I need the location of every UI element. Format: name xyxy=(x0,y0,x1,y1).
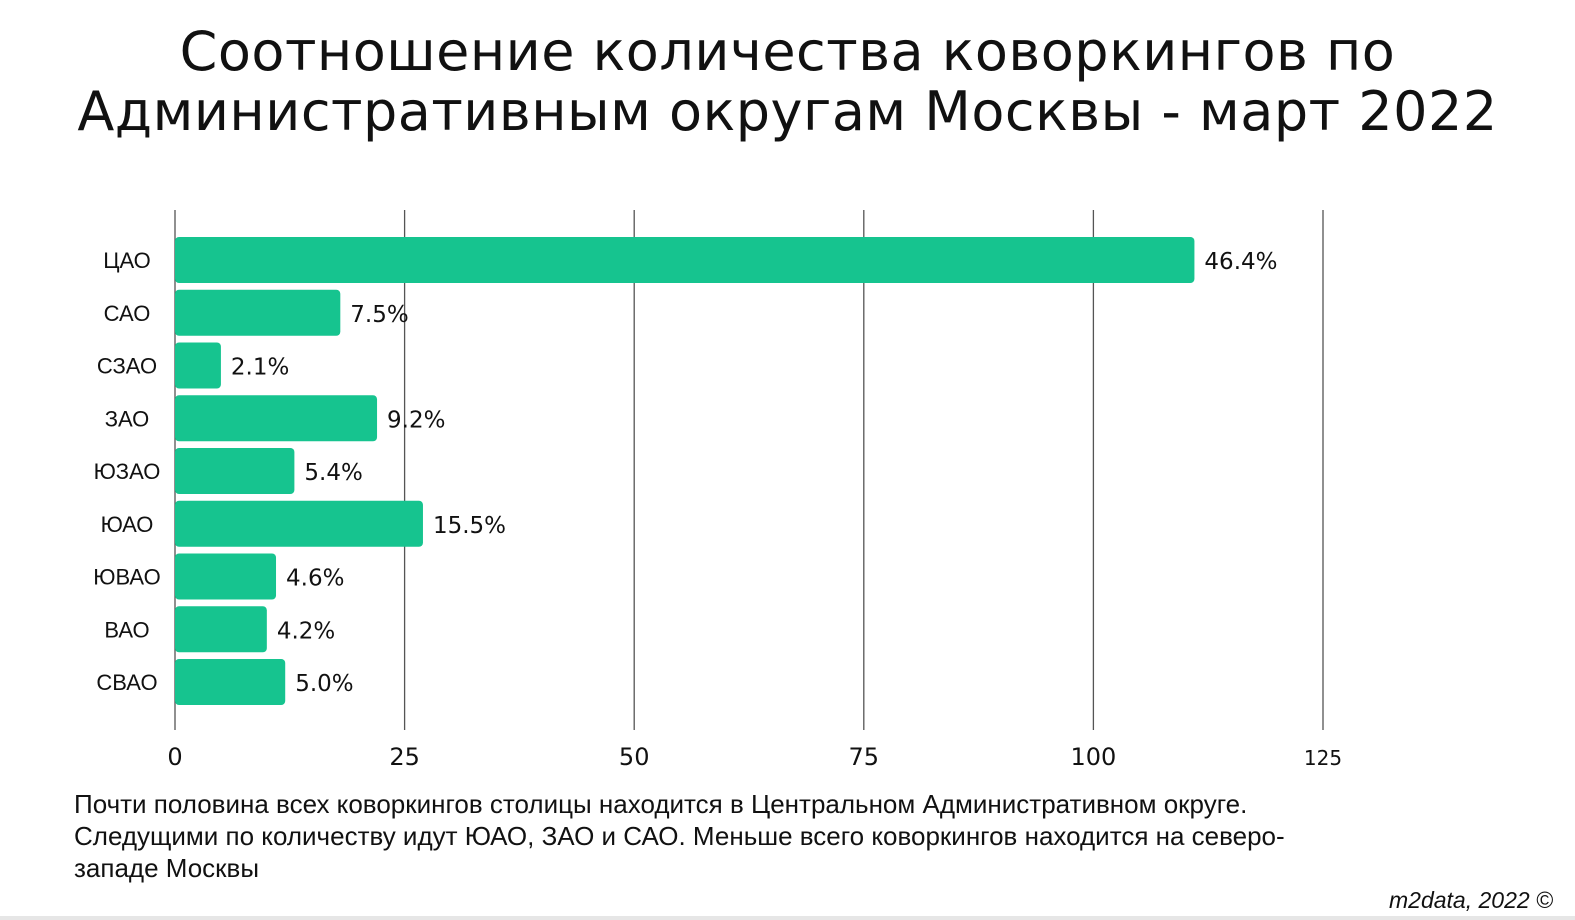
x-axis-tick-labels: 0 25 50 75 100 125 xyxy=(167,743,1342,771)
source-credit: m2data, 2022 © xyxy=(1389,887,1553,913)
data-label-5: 5.4% xyxy=(304,460,362,486)
bar-8 xyxy=(175,606,267,653)
caption-line-2: Следущими по количеству идут ЮАО, ЗАО и … xyxy=(74,821,1285,851)
data-label-1: 46.4% xyxy=(1204,249,1277,275)
bar-3 xyxy=(175,342,221,389)
bar-chart: 46.4% 7.5% 2.1% 9.2% 5.4% 15.5% 4.6% 4.2% 5.0% Ц… xyxy=(93,210,1342,771)
caption-line-3: западе Москвы xyxy=(74,853,260,883)
category-label-4: ЗАО xyxy=(105,406,150,431)
category-labels: ЦАО САО СЗАО ЗАО ЮЗАО ЮАО ЮВАО ВАО СВАО xyxy=(93,248,160,695)
data-label-4: 9.2% xyxy=(387,407,445,433)
x-tick-label-100: 100 xyxy=(1070,743,1116,771)
category-label-8: ВАО xyxy=(104,617,149,642)
category-label-5: ЮЗАО xyxy=(94,459,161,484)
chart-caption: Почти половина всех коворкингов столицы … xyxy=(74,788,1374,884)
category-label-7: ЮВАО xyxy=(93,565,160,590)
category-label-2: САО xyxy=(104,301,151,326)
category-label-3: СЗАО xyxy=(97,354,157,379)
bar-7 xyxy=(175,553,277,600)
chart-title-line-1: Соотношение количества коворкингов по xyxy=(179,20,1396,83)
data-label-9: 5.0% xyxy=(295,671,353,697)
data-label-2: 7.5% xyxy=(350,302,408,328)
data-label-7: 4.6% xyxy=(286,566,344,592)
category-label-6: ЮАО xyxy=(101,512,154,537)
chart-title: Соотношение количества коворкингов по Ад… xyxy=(0,22,1575,142)
x-tick-label-125: 125 xyxy=(1304,746,1342,770)
chart-title-line-2: Административным округам Москвы - март 2… xyxy=(77,80,1498,143)
x-tick-label-25: 25 xyxy=(389,743,420,771)
bar-6 xyxy=(175,500,423,547)
data-label-6: 15.5% xyxy=(433,513,506,539)
bar-1 xyxy=(175,237,1195,283)
data-labels: 46.4% 7.5% 2.1% 9.2% 5.4% 15.5% 4.6% 4.2% 5.0% xyxy=(231,249,1278,697)
x-tick-label-75: 75 xyxy=(849,743,880,771)
data-label-3: 2.1% xyxy=(231,355,289,381)
data-label-8: 4.2% xyxy=(277,618,335,644)
bottom-divider xyxy=(0,916,1575,920)
x-tick-label-0: 0 xyxy=(167,743,182,771)
bar-5 xyxy=(175,448,295,494)
category-label-1: ЦАО xyxy=(103,248,151,273)
bar-9 xyxy=(175,659,286,705)
caption-line-1: Почти половина всех коворкингов столицы … xyxy=(74,789,1248,819)
bar-2 xyxy=(175,289,341,336)
bars xyxy=(175,237,1195,705)
x-tick-label-50: 50 xyxy=(619,743,650,771)
bar-4 xyxy=(175,395,378,442)
category-label-9: СВАО xyxy=(96,670,157,695)
